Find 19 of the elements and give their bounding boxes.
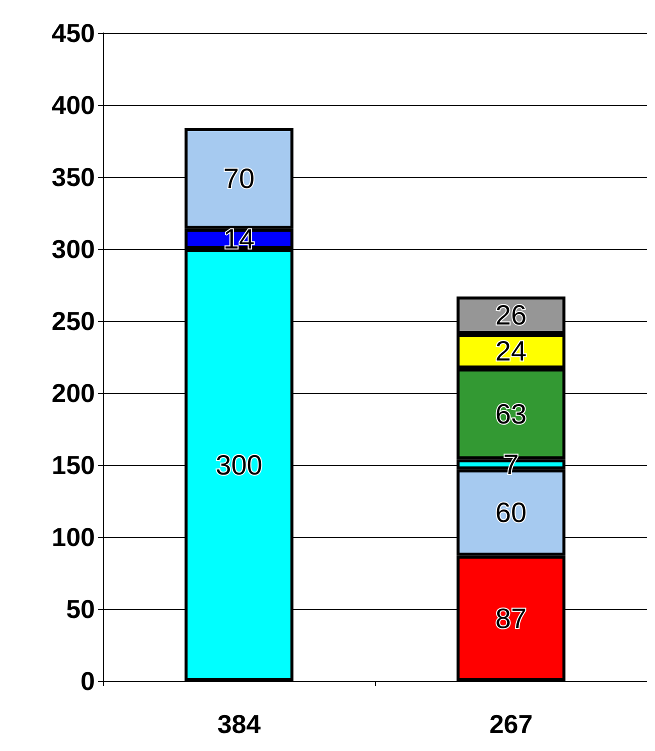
data-label: 87 [495, 602, 527, 634]
data-label: 24 [495, 336, 527, 367]
data-label: 60 [495, 497, 527, 528]
y-tick-label: 250 [52, 306, 95, 336]
y-tick-label: 50 [66, 594, 95, 624]
y-tick-label: 450 [52, 18, 95, 48]
y-tick-label: 0 [80, 666, 95, 696]
data-label: 70 [223, 162, 255, 194]
x-tick-label: 384 [217, 709, 262, 739]
y-tick-label: 100 [52, 522, 95, 552]
y-tick-label: 350 [52, 162, 95, 192]
x-tick-label: 267 [489, 709, 533, 739]
data-label: 63 [495, 398, 527, 430]
data-label: 300 [216, 450, 262, 480]
y-tick-label: 150 [52, 450, 95, 480]
y-tick-label: 300 [52, 234, 95, 264]
data-label: 26 [495, 300, 527, 331]
y-tick-label: 400 [52, 90, 95, 120]
y-tick-label: 200 [52, 378, 95, 408]
